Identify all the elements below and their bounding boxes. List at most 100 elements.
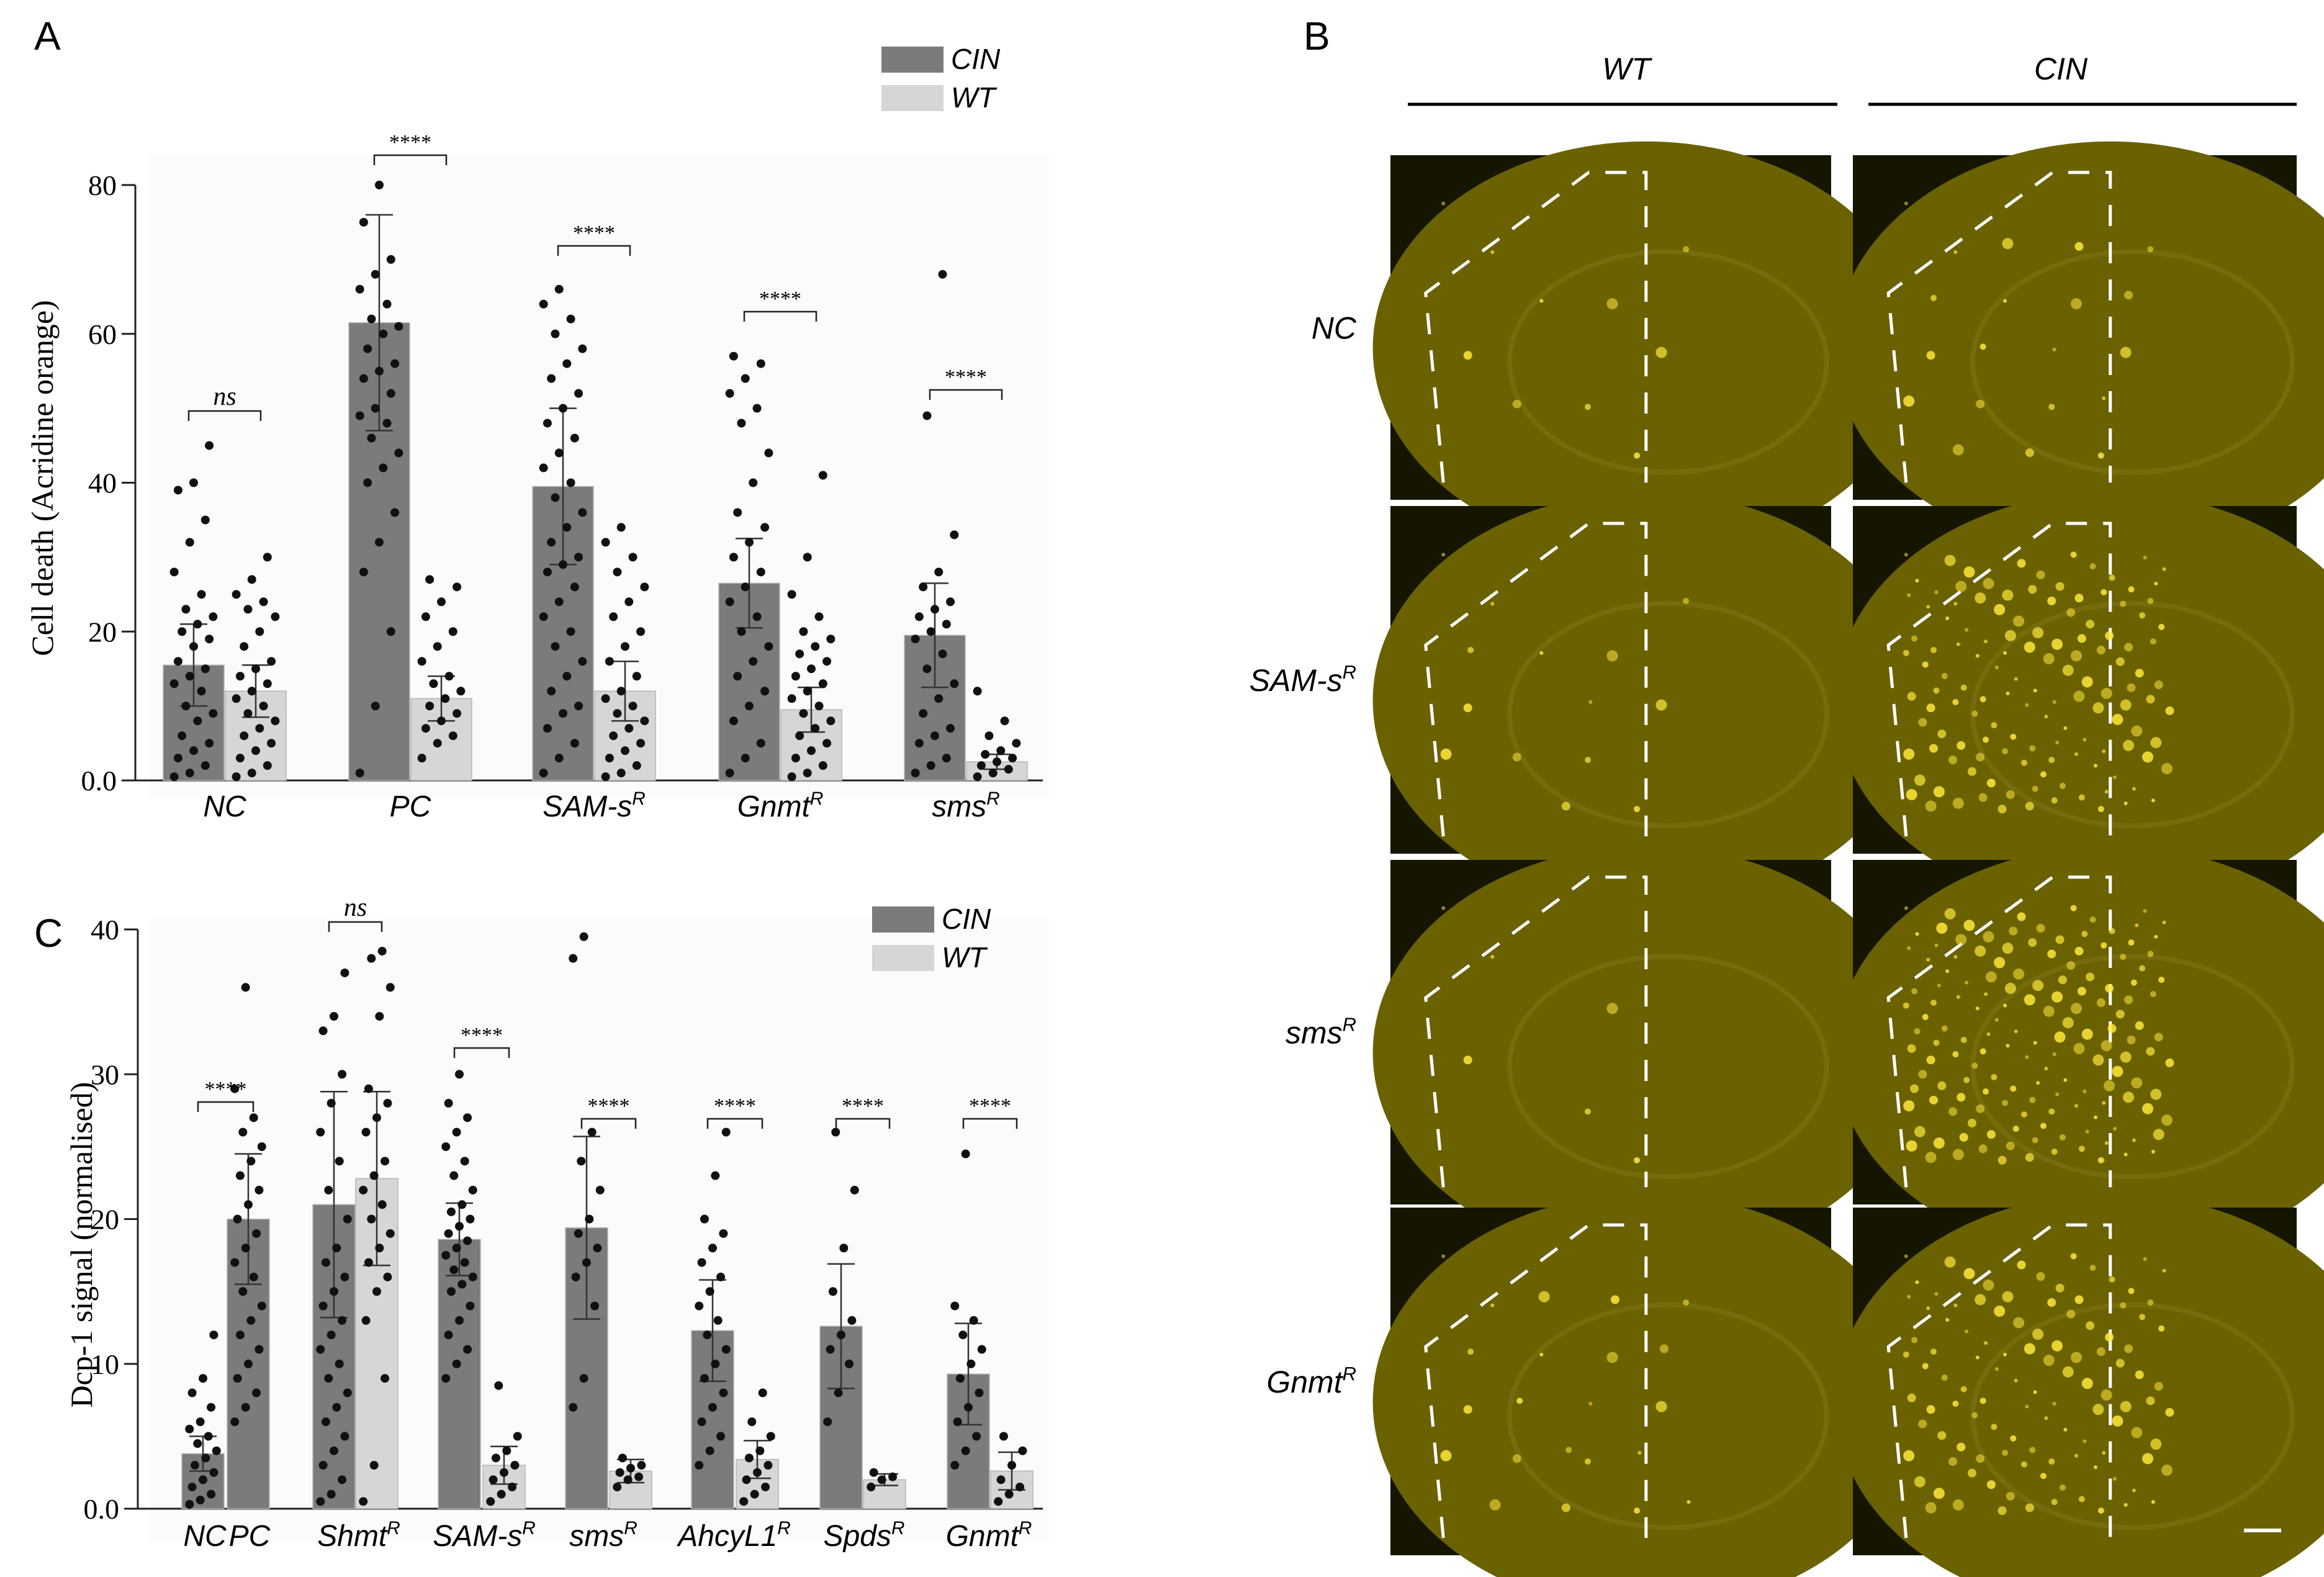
cin-point bbox=[321, 1417, 330, 1427]
cell-death-spot bbox=[2143, 556, 2147, 560]
cin-point bbox=[207, 1403, 216, 1412]
cell-death-spot bbox=[2003, 651, 2007, 655]
cell-death-spot bbox=[2025, 448, 2034, 458]
cin-point bbox=[579, 932, 588, 941]
wt-point bbox=[888, 1472, 898, 1481]
cin-point bbox=[205, 739, 214, 748]
cell-death-spot bbox=[1925, 1152, 1937, 1164]
wt-point bbox=[632, 761, 641, 770]
wt-point bbox=[453, 709, 462, 718]
cell-death-spot bbox=[2024, 994, 2035, 1006]
cin-point bbox=[566, 314, 575, 323]
cin-point bbox=[332, 1403, 341, 1412]
cin-point bbox=[359, 567, 368, 577]
chart-a-ylabel: Cell death (Acridine orange) bbox=[25, 300, 60, 656]
cell-death-spot bbox=[1994, 957, 2006, 969]
cin-point bbox=[254, 1345, 264, 1354]
cell-death-spot bbox=[1610, 1295, 1619, 1304]
cell-death-spot bbox=[1516, 1398, 1523, 1404]
cin-point bbox=[375, 366, 384, 376]
cell-death-spot bbox=[2151, 1149, 2155, 1154]
cell-death-spot bbox=[1944, 908, 1956, 920]
cell-death-spot bbox=[1606, 1352, 1618, 1363]
cin-point bbox=[230, 1258, 240, 1267]
cell-death-spot bbox=[1926, 1405, 1935, 1414]
cin-point bbox=[169, 679, 179, 689]
cell-death-spot bbox=[1489, 1499, 1501, 1511]
cell-death-spot bbox=[1910, 1084, 1919, 1093]
wt-point bbox=[263, 679, 272, 689]
cell-death-spot bbox=[1930, 1349, 1937, 1355]
cell-death-spot bbox=[1634, 1507, 1641, 1514]
cell-death-spot bbox=[1584, 1458, 1591, 1465]
wt-point bbox=[799, 709, 808, 718]
cell-death-spot bbox=[1512, 752, 1521, 762]
wt-point bbox=[425, 702, 435, 711]
cell-death-spot bbox=[2143, 1257, 2147, 1262]
cin-point bbox=[379, 463, 388, 472]
cell-death-spot bbox=[2086, 620, 2095, 629]
cell-death-spot bbox=[2052, 700, 2056, 704]
cin-point bbox=[257, 1142, 266, 1151]
wt-point bbox=[605, 657, 614, 666]
cell-death-spot bbox=[1957, 1093, 1966, 1102]
wt-point bbox=[791, 754, 800, 763]
cin-point bbox=[375, 538, 384, 547]
cin-point bbox=[181, 702, 191, 711]
cell-death-spot bbox=[1441, 201, 1446, 206]
cin-point bbox=[705, 1446, 714, 1455]
cell-death-spot bbox=[1976, 1454, 1985, 1463]
cin-point bbox=[249, 1113, 258, 1123]
cell-death-spot bbox=[1953, 250, 1958, 255]
cin-point bbox=[316, 1345, 325, 1354]
wing-disc bbox=[1835, 1193, 2324, 1577]
wt-point bbox=[263, 553, 272, 562]
cell-death-spot bbox=[1903, 1450, 1915, 1462]
cin-point bbox=[539, 299, 548, 309]
cin-point bbox=[246, 1316, 256, 1325]
cell-death-spot bbox=[2051, 797, 2058, 804]
wt-point bbox=[441, 694, 450, 703]
cell-death-spot bbox=[2066, 1309, 2076, 1319]
cell-death-spot bbox=[1925, 1502, 1937, 1514]
cell-death-spot bbox=[1975, 945, 1986, 957]
cell-death-spot bbox=[2124, 643, 2133, 652]
cell-death-spot bbox=[2010, 1435, 2017, 1442]
cin-point bbox=[371, 702, 380, 711]
cell-death-spot bbox=[2130, 979, 2137, 986]
cin-point bbox=[828, 1287, 837, 1296]
cell-death-spot bbox=[1983, 1088, 1989, 1095]
wt-point bbox=[613, 1483, 622, 1492]
cell-death-spot bbox=[2154, 581, 2158, 585]
cell-death-spot bbox=[2036, 1081, 2040, 1085]
cell-death-spot bbox=[2101, 1040, 2112, 1052]
cell-death-spot bbox=[2154, 1033, 2163, 1042]
wt-point bbox=[763, 1461, 773, 1470]
cin-point bbox=[197, 590, 206, 599]
cin-point bbox=[338, 1316, 347, 1325]
cin-point bbox=[719, 1229, 728, 1238]
cin-point bbox=[185, 1424, 194, 1434]
cin-point bbox=[452, 1244, 461, 1253]
wt-point bbox=[377, 946, 387, 956]
cin-point bbox=[539, 463, 548, 472]
wt-point bbox=[494, 1381, 503, 1390]
cin-point bbox=[845, 1359, 854, 1368]
pouch-fold bbox=[1507, 1302, 1829, 1530]
cin-point bbox=[574, 1229, 583, 1238]
cell-death-spot bbox=[1957, 1442, 1966, 1452]
anterior-compartment-outline bbox=[1886, 522, 2112, 837]
cell-death-spot bbox=[1952, 444, 1964, 456]
cell-death-spot bbox=[2146, 1396, 2155, 1406]
wt-point bbox=[755, 1446, 765, 1455]
cell-death-spot bbox=[1952, 1499, 1964, 1511]
cin-point bbox=[335, 1359, 344, 1368]
cin-point bbox=[562, 523, 572, 532]
cell-death-spot bbox=[1929, 1095, 1939, 1105]
cin-point bbox=[390, 359, 400, 368]
cin-point bbox=[972, 1432, 981, 1441]
cin-point bbox=[355, 769, 364, 778]
wt-point bbox=[491, 1453, 500, 1463]
panel-b-letter: B bbox=[1304, 14, 1330, 58]
cell-death-spot bbox=[1512, 1454, 1521, 1463]
